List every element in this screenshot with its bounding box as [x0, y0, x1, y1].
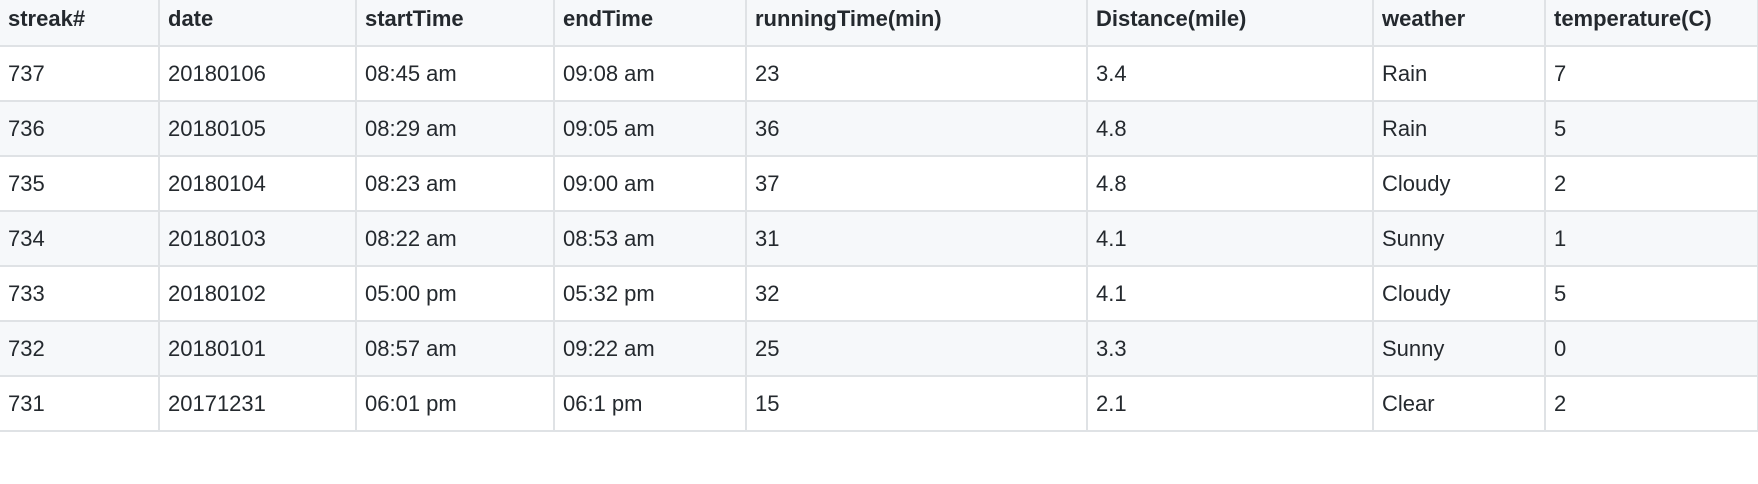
cell-end-time: 09:05 am	[553, 100, 747, 157]
cell-start-time: 05:00 pm	[355, 265, 555, 322]
cell-end-time: 09:00 am	[553, 155, 747, 212]
table-row: 733 20180102 05:00 pm 05:32 pm 32 4.1 Cl…	[0, 265, 1758, 322]
cell-weather: Sunny	[1372, 320, 1546, 377]
cell-streak: 732	[0, 320, 160, 377]
cell-streak: 736	[0, 100, 160, 157]
cell-end-time: 09:22 am	[553, 320, 747, 377]
column-header-weather: weather	[1372, 0, 1546, 47]
cell-temperature: 2	[1544, 375, 1758, 432]
cell-temperature: 5	[1544, 100, 1758, 157]
cell-date: 20180105	[158, 100, 357, 157]
cell-distance: 3.4	[1086, 45, 1374, 102]
cell-running-time: 23	[745, 45, 1088, 102]
header-row: streak# date startTime endTime runningTi…	[0, 0, 1758, 47]
cell-temperature: 0	[1544, 320, 1758, 377]
cell-temperature: 5	[1544, 265, 1758, 322]
cell-weather: Cloudy	[1372, 265, 1546, 322]
cell-distance: 3.3	[1086, 320, 1374, 377]
table-header: streak# date startTime endTime runningTi…	[0, 0, 1758, 47]
cell-streak: 731	[0, 375, 160, 432]
table-body: 737 20180106 08:45 am 09:08 am 23 3.4 Ra…	[0, 45, 1758, 432]
cell-start-time: 08:23 am	[355, 155, 555, 212]
column-header-distance: Distance(mile)	[1086, 0, 1374, 47]
table-row: 737 20180106 08:45 am 09:08 am 23 3.4 Ra…	[0, 45, 1758, 102]
table-row: 731 20171231 06:01 pm 06:1 pm 15 2.1 Cle…	[0, 375, 1758, 432]
column-header-streak: streak#	[0, 0, 160, 47]
cell-weather: Cloudy	[1372, 155, 1546, 212]
cell-start-time: 08:57 am	[355, 320, 555, 377]
cell-streak: 733	[0, 265, 160, 322]
cell-date: 20180102	[158, 265, 357, 322]
cell-start-time: 08:45 am	[355, 45, 555, 102]
cell-start-time: 08:29 am	[355, 100, 555, 157]
cell-end-time: 09:08 am	[553, 45, 747, 102]
cell-temperature: 2	[1544, 155, 1758, 212]
cell-distance: 4.8	[1086, 155, 1374, 212]
column-header-date: date	[158, 0, 357, 47]
table-row: 734 20180103 08:22 am 08:53 am 31 4.1 Su…	[0, 210, 1758, 267]
runs-table: streak# date startTime endTime runningTi…	[0, 0, 1758, 432]
cell-distance: 4.8	[1086, 100, 1374, 157]
column-header-end-time: endTime	[553, 0, 747, 47]
cell-running-time: 36	[745, 100, 1088, 157]
cell-end-time: 08:53 am	[553, 210, 747, 267]
column-header-running-time: runningTime(min)	[745, 0, 1088, 47]
cell-running-time: 31	[745, 210, 1088, 267]
cell-start-time: 06:01 pm	[355, 375, 555, 432]
cell-streak: 737	[0, 45, 160, 102]
cell-streak: 734	[0, 210, 160, 267]
cell-date: 20180104	[158, 155, 357, 212]
cell-running-time: 37	[745, 155, 1088, 212]
cell-distance: 4.1	[1086, 210, 1374, 267]
cell-running-time: 15	[745, 375, 1088, 432]
cell-temperature: 1	[1544, 210, 1758, 267]
cell-date: 20171231	[158, 375, 357, 432]
cell-distance: 2.1	[1086, 375, 1374, 432]
cell-end-time: 05:32 pm	[553, 265, 747, 322]
cell-running-time: 25	[745, 320, 1088, 377]
cell-weather: Rain	[1372, 100, 1546, 157]
cell-end-time: 06:1 pm	[553, 375, 747, 432]
cell-distance: 4.1	[1086, 265, 1374, 322]
cell-weather: Rain	[1372, 45, 1546, 102]
cell-weather: Sunny	[1372, 210, 1546, 267]
table-row: 732 20180101 08:57 am 09:22 am 25 3.3 Su…	[0, 320, 1758, 377]
cell-start-time: 08:22 am	[355, 210, 555, 267]
table-row: 735 20180104 08:23 am 09:00 am 37 4.8 Cl…	[0, 155, 1758, 212]
cell-date: 20180106	[158, 45, 357, 102]
column-header-temperature: temperature(C)	[1544, 0, 1758, 47]
cell-weather: Clear	[1372, 375, 1546, 432]
cell-date: 20180101	[158, 320, 357, 377]
cell-date: 20180103	[158, 210, 357, 267]
column-header-start-time: startTime	[355, 0, 555, 47]
cell-running-time: 32	[745, 265, 1088, 322]
table-row: 736 20180105 08:29 am 09:05 am 36 4.8 Ra…	[0, 100, 1758, 157]
cell-streak: 735	[0, 155, 160, 212]
cell-temperature: 7	[1544, 45, 1758, 102]
